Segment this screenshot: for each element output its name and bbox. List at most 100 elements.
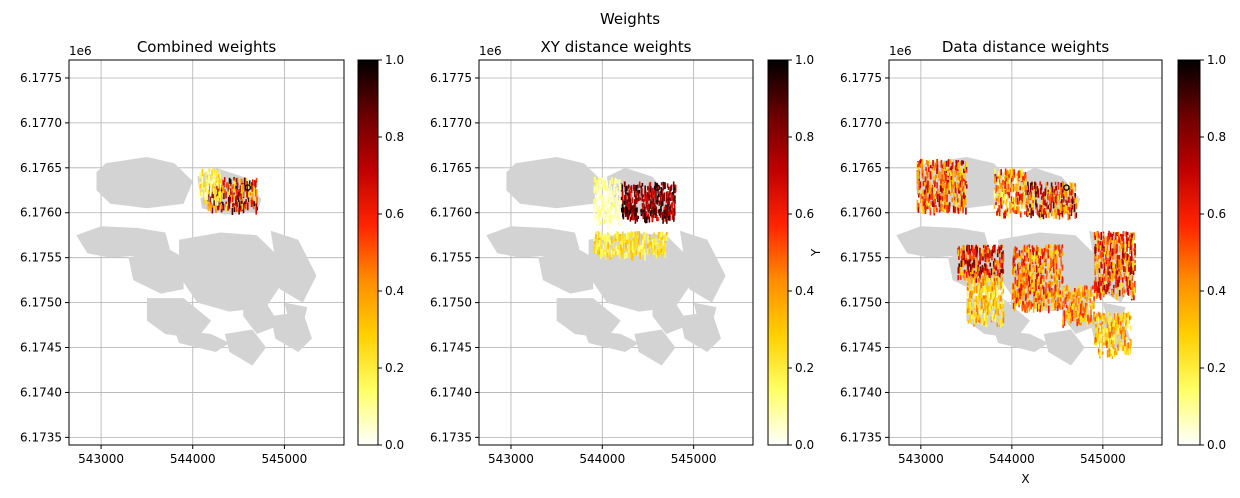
weighted-point xyxy=(1040,265,1042,273)
weighted-point xyxy=(974,295,977,300)
weighted-point xyxy=(1034,250,1037,253)
weighted-point xyxy=(1063,192,1066,196)
colorbar: 0.00.20.40.60.81.0 xyxy=(1177,53,1226,452)
weighted-point xyxy=(199,187,202,192)
weighted-point xyxy=(1073,198,1075,204)
weighted-point xyxy=(610,237,613,244)
weighted-point xyxy=(1132,235,1134,242)
weighted-point xyxy=(1096,258,1099,262)
weighted-point xyxy=(929,175,932,180)
weighted-point xyxy=(970,305,973,311)
weighted-point xyxy=(1007,170,1009,178)
weighted-point xyxy=(1049,280,1051,284)
weighted-point xyxy=(1032,265,1034,270)
weighted-point xyxy=(672,198,675,203)
weighted-point xyxy=(1028,208,1031,213)
weighted-point xyxy=(1113,243,1115,249)
colorbar: 0.00.20.40.60.81.0 xyxy=(357,53,404,452)
weighted-point xyxy=(1120,243,1123,250)
weighted-point xyxy=(1087,315,1089,322)
weighted-point xyxy=(602,195,604,203)
weighted-point xyxy=(1084,315,1086,320)
weighted-point xyxy=(1095,281,1097,285)
weighted-point xyxy=(1099,312,1101,318)
weighted-point xyxy=(1110,243,1112,250)
weighted-point xyxy=(1130,291,1133,299)
weighted-point xyxy=(661,236,664,240)
weighted-point xyxy=(1109,326,1112,330)
weighted-point xyxy=(934,193,937,201)
weighted-point xyxy=(967,301,970,310)
weighted-point xyxy=(1059,294,1062,298)
weighted-point xyxy=(1128,273,1130,278)
weighted-point xyxy=(1036,255,1038,264)
weighted-point xyxy=(984,267,986,274)
weighted-point xyxy=(993,258,996,263)
weighted-point xyxy=(599,209,601,218)
weighted-point xyxy=(617,213,619,221)
weighted-point xyxy=(1002,299,1005,305)
weighted-point xyxy=(1055,186,1057,191)
weighted-point xyxy=(1100,231,1102,240)
weighted-point xyxy=(1023,292,1026,296)
weighted-point xyxy=(992,246,994,250)
panel-3: 543000 544000 5450006.17356.17406.17456.17… xyxy=(840,38,1226,486)
weighted-point xyxy=(966,245,968,252)
weighted-point xyxy=(927,180,929,188)
weighted-point xyxy=(925,196,928,201)
weighted-point xyxy=(1033,294,1035,300)
weighted-point xyxy=(207,185,209,190)
weighted-point xyxy=(1045,293,1047,299)
weighted-point xyxy=(1094,327,1097,335)
weighted-point xyxy=(982,278,984,286)
weighted-point xyxy=(1112,255,1114,260)
weighted-point xyxy=(212,193,214,200)
weighted-point xyxy=(1094,246,1096,255)
background-point-cloud xyxy=(224,329,267,366)
weighted-point xyxy=(996,176,998,183)
weighted-point xyxy=(1063,207,1066,211)
weighted-point xyxy=(627,231,629,239)
weighted-point xyxy=(1134,260,1136,264)
weighted-point xyxy=(1056,286,1059,292)
weighted-point xyxy=(595,234,597,239)
weighted-point xyxy=(226,181,228,189)
weighted-point xyxy=(1126,344,1128,351)
weighted-point xyxy=(1044,268,1047,274)
weighted-point xyxy=(1031,303,1034,307)
weighted-point xyxy=(980,298,983,304)
weighted-point xyxy=(667,214,670,221)
weighted-point xyxy=(1000,320,1002,328)
weighted-point xyxy=(1126,246,1128,252)
x-tick-label: 543000 xyxy=(78,452,124,466)
weighted-point xyxy=(1090,310,1092,315)
weighted-point xyxy=(1105,244,1107,249)
weighted-point xyxy=(617,219,620,225)
weighted-point xyxy=(994,300,996,307)
weighted-point xyxy=(1104,276,1106,281)
weighted-point xyxy=(1098,279,1101,287)
weighted-point xyxy=(1045,291,1047,296)
weighted-point xyxy=(962,160,965,165)
weighted-point xyxy=(1021,250,1023,256)
weighted-point xyxy=(1053,267,1055,274)
weighted-point xyxy=(1072,182,1074,189)
weighted-point xyxy=(666,183,669,188)
weighted-point xyxy=(985,311,987,319)
weighted-point xyxy=(1108,316,1111,324)
weighted-point xyxy=(917,180,920,186)
weighted-point xyxy=(1120,272,1122,280)
colorbar-tick-label: 0.4 xyxy=(385,284,404,298)
weighted-point xyxy=(1027,185,1030,193)
weighted-point xyxy=(1096,246,1098,251)
weighted-point xyxy=(1041,278,1044,286)
weighted-point xyxy=(619,190,621,198)
weighted-point xyxy=(1069,182,1072,188)
weighted-point xyxy=(955,200,958,207)
weighted-point xyxy=(644,242,646,249)
weighted-point xyxy=(967,319,970,324)
weighted-point xyxy=(1016,290,1019,297)
weighted-point xyxy=(635,195,637,204)
weighted-point xyxy=(1115,293,1118,301)
weighted-point xyxy=(1069,203,1072,210)
